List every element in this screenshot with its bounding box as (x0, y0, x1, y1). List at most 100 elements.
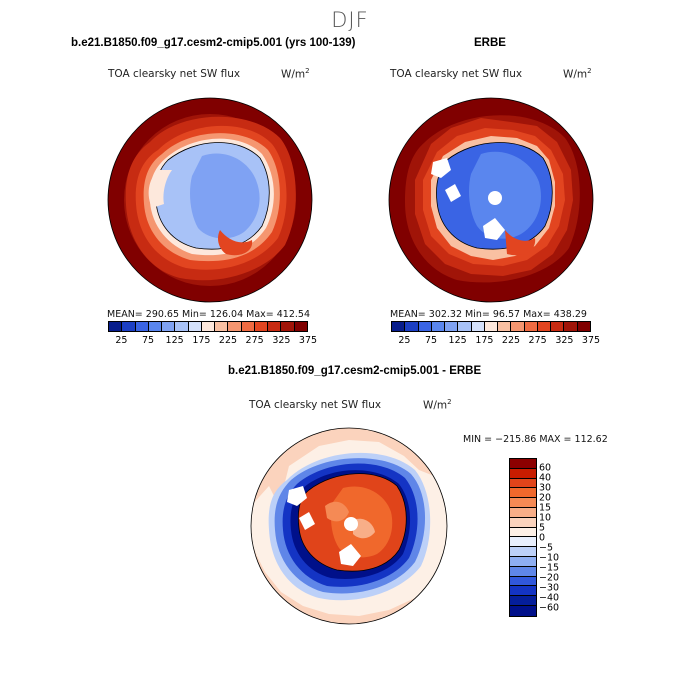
swatch (510, 507, 536, 518)
colorbar-label: 375 (581, 335, 601, 346)
swatch (135, 322, 149, 331)
obs-panel-title: ERBE (474, 37, 506, 49)
swatch (551, 322, 565, 331)
colorbar-label: −5 (539, 542, 554, 554)
swatch (228, 322, 242, 331)
difference-polar-map (250, 427, 448, 625)
swatch (162, 322, 176, 331)
colorbar-label: 225 (218, 335, 238, 346)
difference-variable-label: TOA clearsky net SW flux (249, 399, 382, 411)
swatch (510, 537, 536, 548)
swatch (201, 322, 216, 331)
colorbar-label: 275 (245, 335, 264, 346)
model-colorbar: 25 75 125 175 225 275 325 375 (108, 321, 317, 347)
season-title: DJF (331, 8, 369, 32)
swatch (510, 498, 536, 508)
swatch (458, 322, 472, 331)
obs-colorbar-labels: 25 75 125 175 225 275 325 375 (391, 335, 600, 347)
obs-units: W/m2 (563, 67, 592, 81)
colorbar-label: 225 (501, 335, 521, 346)
colorbar-label: −40 (539, 592, 560, 604)
swatch (511, 322, 525, 331)
swatch (510, 596, 536, 606)
swatch (510, 517, 536, 528)
swatch (109, 322, 123, 331)
colorbar-label: −15 (539, 562, 560, 574)
swatch (294, 322, 307, 331)
swatch (524, 322, 538, 331)
difference-colorbar-labels: 60 40 30 20 15 10 5 0 −5 −10 −15 −20 −30… (539, 458, 579, 618)
colorbar-label: 15 (539, 502, 552, 514)
swatch (188, 322, 202, 331)
colorbar-label: 30 (539, 482, 552, 494)
colorbar-label: 375 (298, 335, 318, 346)
swatch (268, 322, 282, 331)
swatch (510, 566, 536, 577)
colorbar-label: 60 (539, 462, 552, 474)
swatch (122, 322, 136, 331)
colorbar-label: 40 (539, 472, 552, 484)
colorbar-label: 325 (555, 335, 574, 346)
colorbar-label: −60 (539, 602, 560, 614)
obs-colorbar: 25 75 125 175 225 275 325 375 (391, 321, 600, 347)
colorbar-label: 25 (398, 335, 411, 346)
swatch (471, 322, 485, 331)
model-units: W/m2 (281, 67, 310, 81)
swatch (431, 322, 446, 331)
swatch (215, 322, 229, 331)
colorbar-label: 10 (539, 512, 552, 524)
colorbar-label: 125 (165, 335, 184, 346)
swatch (510, 586, 536, 597)
obs-variable-label: TOA clearsky net SW flux (390, 68, 523, 80)
swatch (510, 459, 536, 469)
colorbar-label: 25 (115, 335, 128, 346)
difference-units: W/m2 (423, 398, 452, 412)
colorbar-label: 275 (528, 335, 547, 346)
colorbar-label: 0 (539, 532, 546, 544)
swatch (510, 547, 536, 557)
swatch (418, 322, 432, 331)
difference-colorbar-swatches (509, 458, 537, 617)
swatch (175, 322, 189, 331)
swatch (281, 322, 295, 331)
swatch (510, 478, 536, 489)
swatch (148, 322, 163, 331)
obs-stats: MEAN= 302.32 Min= 96.57 Max= 438.29 (390, 309, 587, 320)
obs-colorbar-swatches (391, 321, 591, 332)
difference-panel-title: b.e21.B1850.f09_g17.cesm2-cmip5.001 - ER… (228, 365, 482, 377)
colorbar-label: 75 (424, 335, 438, 346)
model-stats: MEAN= 290.65 Min= 126.04 Max= 412.54 (107, 309, 311, 320)
colorbar-label: 125 (448, 335, 467, 346)
swatch (537, 322, 552, 331)
model-variable-label: TOA clearsky net SW flux (108, 68, 241, 80)
swatch (510, 556, 536, 567)
swatch (510, 488, 536, 499)
swatch (510, 576, 536, 587)
colorbar-label: 325 (272, 335, 291, 346)
colorbar-label: 175 (192, 335, 211, 346)
swatch (510, 605, 536, 616)
colorbar-label: −10 (539, 552, 560, 564)
model-polar-map (107, 97, 313, 303)
swatch (254, 322, 269, 331)
swatch (445, 322, 459, 331)
colorbar-label: 20 (539, 492, 552, 504)
colorbar-label: 175 (475, 335, 494, 346)
obs-polar-map (388, 97, 594, 303)
difference-stats: MIN = −215.86 MAX = 112.62 (463, 434, 608, 445)
swatch (405, 322, 419, 331)
difference-colorbar (509, 458, 537, 617)
swatch (510, 527, 536, 538)
colorbar-label: 5 (539, 522, 546, 534)
colorbar-label: 75 (141, 335, 155, 346)
model-panel-title: b.e21.B1850.f09_g17.cesm2-cmip5.001 (yrs… (71, 37, 356, 49)
swatch (484, 322, 499, 331)
model-colorbar-labels: 25 75 125 175 225 275 325 375 (108, 335, 317, 347)
model-colorbar-swatches (108, 321, 308, 332)
colorbar-label: −20 (539, 572, 560, 584)
swatch (577, 322, 590, 331)
swatch (392, 322, 406, 331)
colorbar-label: −30 (539, 582, 560, 594)
swatch (498, 322, 512, 331)
swatch (510, 468, 536, 479)
